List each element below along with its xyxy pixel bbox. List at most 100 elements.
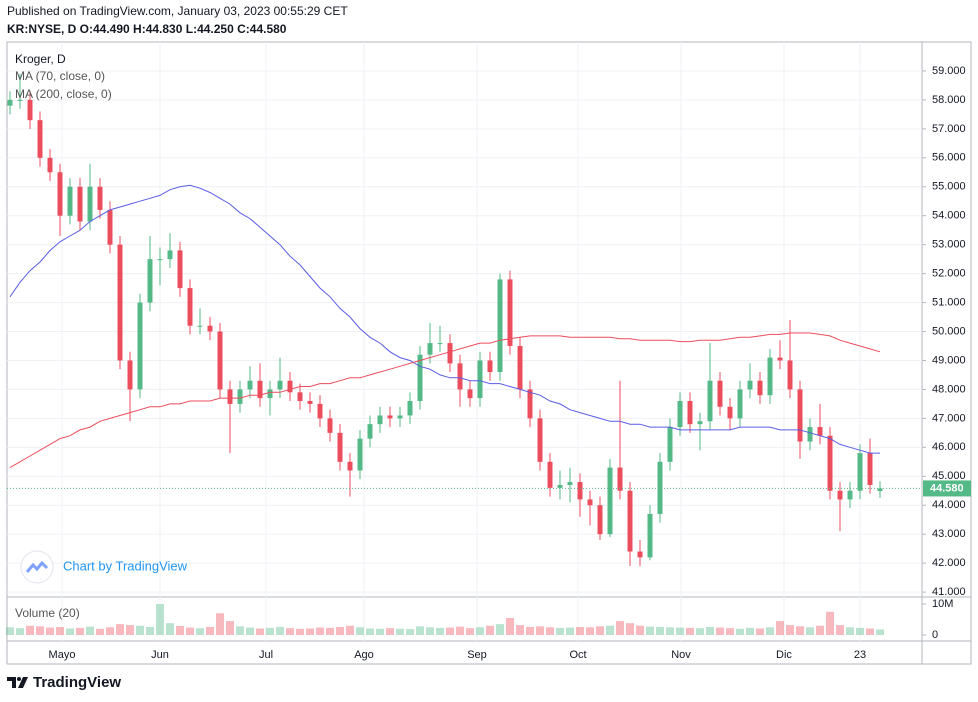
x-tick-label: Oct [569, 649, 586, 661]
volume-bar [196, 628, 204, 635]
volume-bar [706, 626, 714, 635]
candle-body [417, 354, 423, 401]
volume-bar [696, 628, 704, 635]
candle-body [847, 490, 853, 500]
candle-body [137, 302, 143, 390]
candle-body [737, 389, 743, 419]
candle-body [377, 415, 383, 425]
candle-body [167, 250, 173, 260]
candle-body [407, 400, 413, 416]
x-tick-label: Jul [259, 649, 273, 661]
legend-entry: MA (200, close, 0) [15, 87, 112, 101]
volume-bar [146, 626, 154, 635]
volume-bar [346, 625, 354, 635]
candle-body [647, 513, 653, 558]
volume-bar [226, 621, 234, 635]
volume-bar [506, 617, 514, 635]
candle-body [277, 380, 283, 390]
volume-bar [36, 626, 44, 635]
volume-bar [206, 626, 214, 635]
volume-bar [466, 628, 474, 635]
candle-body [667, 427, 673, 462]
y-tick-label: 42.000 [932, 557, 966, 569]
candle-body [507, 279, 513, 346]
volume-bar [436, 627, 444, 635]
candle-body [107, 209, 113, 245]
volume-tick-label: 10M [932, 598, 953, 610]
volume-bar [646, 626, 654, 635]
published: Published on TradingView.com, January 03… [7, 4, 348, 18]
candle-body [827, 435, 833, 491]
volume-bar [846, 627, 854, 635]
volume-bar [776, 621, 784, 635]
candle-body [597, 505, 603, 535]
y-tick-label: 43.000 [932, 528, 966, 540]
volume-bar [16, 628, 24, 635]
candle-body [467, 389, 473, 399]
y-tick-label: 49.000 [932, 354, 966, 366]
volume-bar [116, 624, 124, 635]
volume-bar [66, 628, 74, 635]
watermark-text: Chart by TradingView [63, 558, 188, 573]
candle-body [337, 432, 343, 462]
candle-body [147, 259, 153, 303]
volume-bar [486, 625, 494, 635]
volume-bar [166, 623, 174, 635]
watermark: Chart by TradingView [20, 550, 188, 584]
volume-bar [556, 627, 564, 635]
candle-body [97, 186, 103, 210]
volume-bar [366, 628, 374, 635]
y-tick-label: 44.000 [932, 499, 966, 511]
volume-bar [596, 626, 604, 635]
volume-bar [786, 625, 794, 635]
volume-bar [6, 627, 14, 635]
volume-bar [806, 627, 814, 635]
y-tick-label: 41.000 [932, 586, 966, 598]
candle-body [497, 279, 503, 373]
y-tick-label: 51.000 [932, 296, 966, 308]
volume-bar [676, 627, 684, 635]
candle-body [187, 288, 193, 326]
volume-bar [416, 626, 424, 635]
volume-bar [176, 626, 184, 635]
volume-bar [376, 628, 384, 635]
volume-bar [46, 627, 54, 635]
volume-bar [616, 621, 624, 635]
volume-bar [456, 626, 464, 635]
quote: KR:NYSE, D O:44.490 H:44.830 L:44.250 C:… [7, 22, 287, 36]
volume-bar [426, 627, 434, 635]
volume-bar [656, 626, 664, 635]
y-tick-label: 56.000 [932, 152, 966, 164]
volume-bar [356, 627, 364, 635]
volume-bar [836, 625, 844, 635]
candle-body [627, 490, 633, 552]
volume-bar [186, 627, 194, 635]
candle-body [567, 482, 573, 485]
y-tick-label: 57.000 [932, 123, 966, 135]
volume-bar [626, 623, 634, 635]
volume-bar [666, 627, 674, 635]
volume-bar [716, 627, 724, 635]
candle-body [487, 360, 493, 373]
candle-body [427, 343, 433, 355]
volume-bar [266, 627, 274, 635]
y-tick-label: 53.000 [932, 239, 966, 251]
candle-body [697, 421, 703, 425]
candle-body [157, 259, 163, 261]
candle-body [527, 389, 533, 419]
last-price-box [923, 480, 971, 497]
candle-body [127, 360, 133, 390]
candle-body [367, 424, 373, 439]
candle-body [247, 380, 253, 390]
volume-bar [736, 628, 744, 635]
candle-body [517, 345, 523, 390]
candle-body [37, 120, 43, 158]
candle-body [797, 389, 803, 442]
volume-bar [26, 625, 34, 635]
candle-body [287, 380, 293, 393]
x-tick-label: Dic [776, 649, 792, 661]
volume-bar [856, 627, 864, 635]
volume-bar [56, 626, 64, 635]
y-tick-label: 58.000 [932, 94, 966, 106]
volume-bar [316, 627, 324, 635]
